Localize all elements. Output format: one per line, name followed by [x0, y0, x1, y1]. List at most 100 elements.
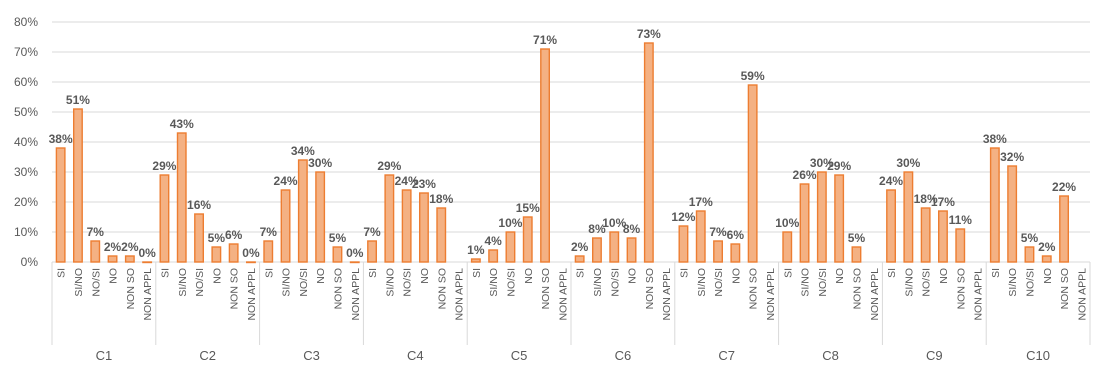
category-label: NON APPL	[661, 268, 673, 321]
y-tick-label: 0%	[21, 255, 39, 269]
bar	[782, 231, 793, 263]
bar	[315, 171, 326, 263]
category-label: NO	[834, 268, 846, 284]
category-label: NON APPL	[142, 268, 154, 321]
category-label: NON APPL	[557, 268, 569, 321]
bar	[124, 255, 135, 263]
bar	[211, 246, 222, 263]
category-label: NON APPL	[869, 268, 881, 321]
group-label: C7	[718, 348, 735, 363]
category-label: NO/SI	[609, 268, 621, 297]
group-label: C9	[926, 348, 943, 363]
data-label: 30%	[896, 156, 920, 170]
bar	[419, 192, 429, 263]
bar	[903, 171, 914, 263]
data-label: 38%	[49, 132, 73, 146]
y-tick-label: 20%	[14, 195, 38, 209]
data-label: 5%	[208, 231, 226, 245]
data-label: 8%	[588, 222, 606, 236]
category-label: SI/NO	[800, 268, 812, 297]
category-label: NON APPL	[350, 268, 362, 321]
y-tick-label: 10%	[14, 225, 38, 239]
data-label: 5%	[1021, 231, 1039, 245]
bar	[713, 240, 723, 263]
bar	[886, 189, 896, 263]
category-label: NON SO	[540, 268, 552, 309]
category-label: NON APPL	[973, 268, 985, 321]
data-label: 7%	[363, 225, 381, 239]
data-label: 4%	[484, 234, 502, 248]
data-label: 18%	[429, 192, 453, 206]
data-label: 10%	[775, 216, 799, 230]
category-label: NO	[523, 268, 535, 284]
bar	[159, 174, 170, 263]
data-label: 2%	[571, 240, 589, 254]
data-label: 7%	[709, 225, 727, 239]
category-label: NON APPL	[765, 268, 777, 321]
data-label: 2%	[121, 240, 139, 254]
bar	[851, 246, 862, 263]
data-label: 23%	[412, 177, 436, 191]
category-label: SI	[990, 268, 1002, 278]
bar	[1041, 255, 1052, 263]
category-label: SI/NO	[488, 268, 500, 297]
data-label: 43%	[170, 117, 194, 131]
category-label: NO/SI	[90, 268, 102, 297]
bar	[695, 210, 706, 263]
bar	[816, 171, 827, 263]
category-label: NON APPL	[454, 268, 466, 321]
group-label: C4	[407, 348, 424, 363]
bar	[142, 261, 153, 264]
category-label: NON SO	[1059, 268, 1071, 309]
data-label: 17%	[931, 195, 955, 209]
data-label: 5%	[848, 231, 866, 245]
bar	[730, 243, 741, 263]
data-label: 26%	[793, 168, 817, 182]
data-label: 7%	[260, 225, 278, 239]
bar	[488, 249, 499, 263]
bar	[643, 42, 654, 263]
bar	[280, 189, 291, 263]
data-label: 6%	[225, 228, 243, 242]
category-label: NO	[419, 268, 431, 284]
data-label: 16%	[187, 198, 211, 212]
bar	[522, 216, 533, 263]
category-label: SI	[56, 268, 68, 278]
data-label: 32%	[1000, 150, 1024, 164]
category-label: SI/NO	[696, 268, 708, 297]
data-label: 18%	[914, 192, 938, 206]
bar	[834, 174, 845, 263]
data-label: 29%	[377, 159, 401, 173]
bar	[470, 258, 481, 263]
bar	[263, 240, 274, 263]
category-label: SI/NO	[281, 268, 293, 297]
bar	[920, 207, 931, 263]
bar	[678, 225, 689, 263]
bar	[938, 210, 948, 263]
data-label: 59%	[741, 69, 765, 83]
bar	[609, 231, 620, 263]
data-label: 29%	[152, 159, 176, 173]
group-label: C2	[199, 348, 216, 363]
category-label: NO/SI	[921, 268, 933, 297]
category-label: NO	[211, 268, 223, 284]
category-label: NO	[627, 268, 639, 284]
data-label: 30%	[810, 156, 834, 170]
bar	[1024, 246, 1035, 263]
category-label: NON SO	[125, 268, 137, 309]
data-label: 6%	[727, 228, 745, 242]
bar	[72, 108, 83, 263]
category-label: NON SO	[748, 268, 760, 309]
bar	[436, 207, 447, 263]
bar	[384, 174, 395, 263]
category-label: NON SO	[332, 268, 344, 309]
category-label: NO/SI	[1024, 268, 1036, 297]
bar	[401, 189, 412, 263]
data-label: 34%	[291, 144, 315, 158]
bar	[574, 255, 585, 263]
group-label: C6	[615, 348, 632, 363]
category-label: NON APPL	[246, 268, 258, 321]
bar	[955, 228, 966, 263]
